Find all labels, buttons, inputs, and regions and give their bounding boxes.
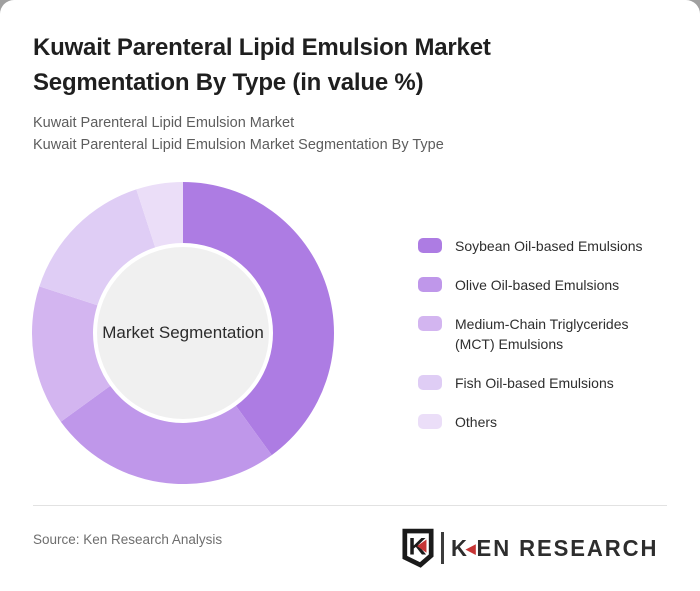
donut-chart: Soybean Oil-based Emulsions: 40%Olive Oi… <box>32 182 334 484</box>
svg-text:K: K <box>409 534 427 561</box>
legend-label: Olive Oil-based Emulsions <box>455 277 620 293</box>
subtitle-line-2: Kuwait Parenteral Lipid Emulsion Market … <box>33 137 444 153</box>
legend-label: Soybean Oil-based Emulsions <box>455 238 643 254</box>
legend-swatch <box>418 238 442 253</box>
wordmark-rest: EN RESEARCH <box>476 534 659 561</box>
legend-swatch <box>418 375 442 390</box>
donut-slice[interactable]: Medium-Chain Triglycerides (MCT) Emulsio… <box>32 286 111 422</box>
legend-label: Medium-Chain Triglycerides (MCT) Emulsio… <box>455 316 629 352</box>
red-arrow-icon: ◀ <box>465 540 478 556</box>
ken-research-badge-icon: K <box>402 528 434 568</box>
donut-slice[interactable]: Others: 5% <box>136 182 183 248</box>
subtitle-line-1: Kuwait Parenteral Lipid Emulsion Market <box>33 115 295 131</box>
source-note: Source: Ken Research Analysis <box>33 532 223 547</box>
legend-swatch <box>418 277 442 292</box>
legend-label: Fish Oil-based Emulsions <box>455 375 614 391</box>
ken-research-logo: K K ◀ EN RESEARCH <box>402 527 667 569</box>
page-title: Kuwait Parenteral Lipid Emulsion Market … <box>33 34 491 96</box>
chart-legend: Soybean Oil-based Emulsions Olive Oil-ba… <box>418 236 668 451</box>
donut-slice[interactable]: Soybean Oil-based Emulsions: 40% <box>183 182 334 456</box>
donut-slice[interactable]: Fish Oil-based Emulsions: 15% <box>39 189 156 306</box>
footer-divider <box>33 505 667 506</box>
ken-research-wordmark: K ◀ EN RESEARCH <box>451 535 658 562</box>
legend-item-others[interactable]: Others <box>418 412 668 432</box>
donut-center-circle <box>97 247 269 419</box>
legend-item-olive[interactable]: Olive Oil-based Emulsions <box>418 275 668 295</box>
legend-swatch <box>418 414 442 429</box>
donut-slice[interactable]: Olive Oil-based Emulsions: 25% <box>60 385 272 484</box>
legend-item-mct[interactable]: Medium-Chain Triglycerides (MCT) Emulsio… <box>418 314 668 354</box>
legend-item-fish[interactable]: Fish Oil-based Emulsions <box>418 373 668 393</box>
legend-swatch <box>418 316 442 331</box>
logo-separator <box>440 532 444 564</box>
legend-item-soybean[interactable]: Soybean Oil-based Emulsions <box>418 236 668 256</box>
wordmark-k: K <box>450 534 469 561</box>
chart-subtitles: Kuwait Parenteral Lipid Emulsion Market … <box>33 112 633 156</box>
legend-label: Others <box>455 414 498 430</box>
donut-svg: Soybean Oil-based Emulsions: 40%Olive Oi… <box>32 182 334 484</box>
